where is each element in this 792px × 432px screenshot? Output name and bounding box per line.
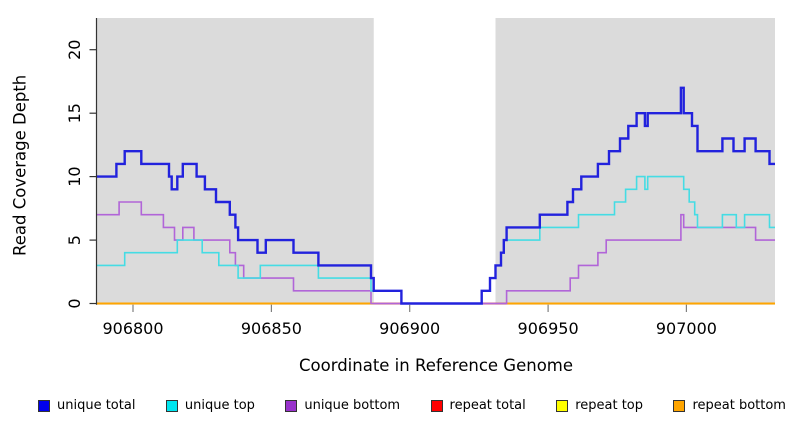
y-tick-label: 0 xyxy=(65,298,84,308)
x-tick-label: 906900 xyxy=(379,319,440,338)
plot-svg: 0 5 10 15 20 906800 906850 906900 906950… xyxy=(65,18,775,338)
legend-color-swatch xyxy=(38,399,50,412)
x-tick-label: 907000 xyxy=(656,319,717,338)
legend-item-repeat-bottom: repeat bottom xyxy=(673,398,786,413)
legend-item-unique-total: unique total xyxy=(38,398,135,413)
legend-label: repeat top xyxy=(575,398,643,413)
legend-color-swatch xyxy=(165,399,178,412)
x-axis-title: Coordinate in Reference Genome xyxy=(298,356,574,375)
mask-region-band xyxy=(373,18,496,305)
y-axis-title: Read Coverage Depth xyxy=(10,74,30,256)
x-ticks xyxy=(132,304,688,312)
legend-item-repeat-total: repeat total xyxy=(430,398,526,413)
legend: unique total unique top unique bottom re… xyxy=(38,398,786,413)
x-tick-label: 906800 xyxy=(102,319,163,338)
legend-color-swatch xyxy=(430,399,443,412)
legend-label: unique total xyxy=(57,398,136,413)
y-tick-label: 20 xyxy=(65,40,84,60)
y-tick-label: 15 xyxy=(65,103,84,123)
legend-color-swatch xyxy=(556,399,569,412)
series-layer xyxy=(97,86,775,305)
legend-label: unique top xyxy=(184,398,255,413)
legend-label: unique bottom xyxy=(304,398,401,413)
legend-color-swatch xyxy=(285,399,298,412)
y-tick-label: 5 xyxy=(65,235,84,245)
x-tick-label: 906950 xyxy=(518,319,579,338)
series-unique-top xyxy=(97,175,775,305)
legend-color-swatch xyxy=(673,399,686,412)
legend-item-unique-bottom: unique bottom xyxy=(285,398,400,413)
legend-item-unique-top: unique top xyxy=(165,398,255,413)
series-unique-bottom xyxy=(97,201,775,305)
legend-label: repeat total xyxy=(449,398,526,413)
series-unique-total xyxy=(97,86,775,305)
x-tick-label: 906850 xyxy=(241,319,302,338)
y-tick-label: 10 xyxy=(65,166,84,186)
legend-item-repeat-top: repeat top xyxy=(556,398,643,413)
legend-label: repeat bottom xyxy=(692,398,786,413)
y-ticks xyxy=(89,49,97,305)
